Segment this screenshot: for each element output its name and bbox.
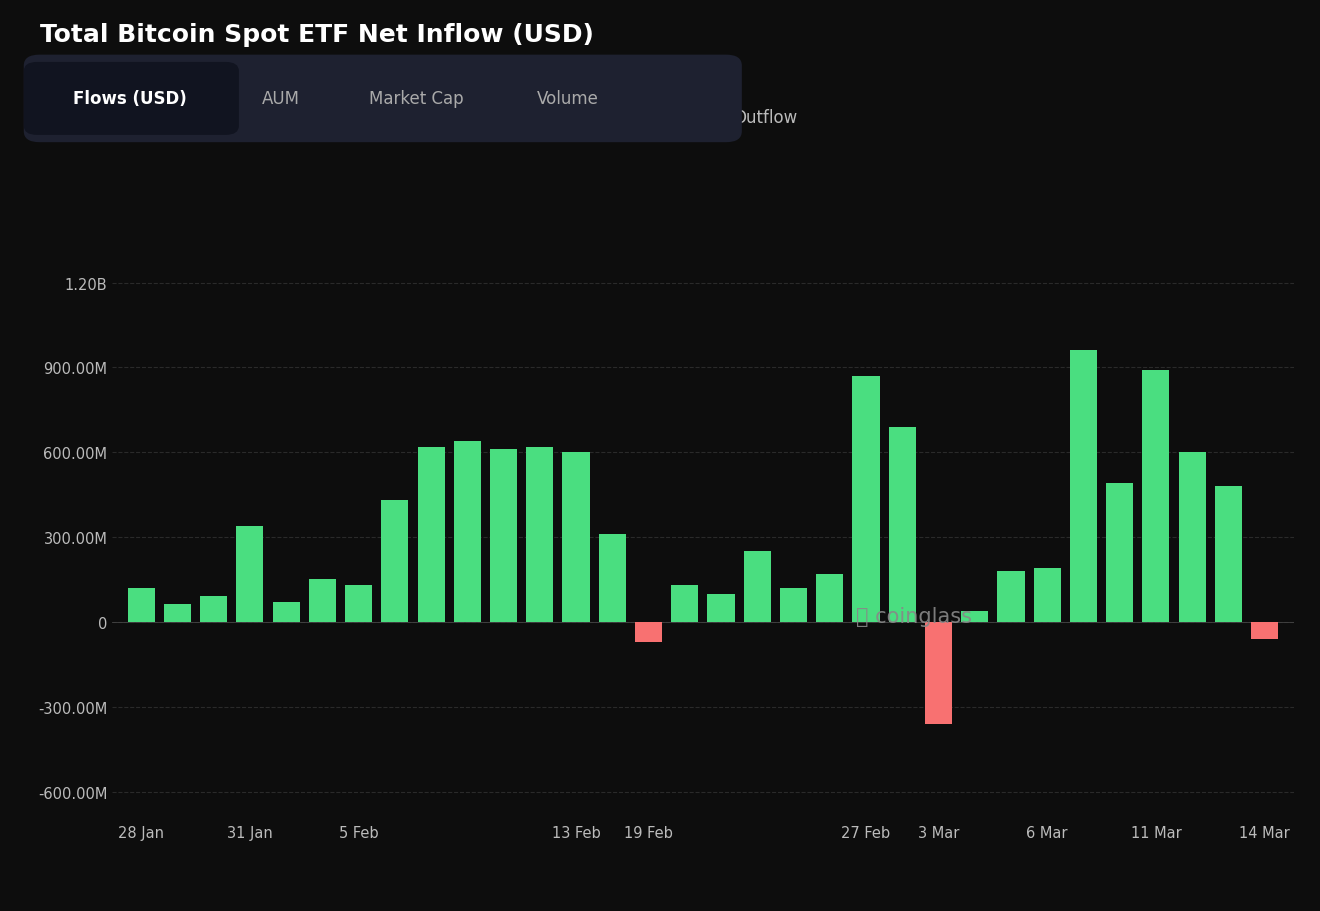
Text: Flows (USD): Flows (USD) xyxy=(73,90,187,108)
Text: Total Bitcoin Spot ETF Net Inflow (USD): Total Bitcoin Spot ETF Net Inflow (USD) xyxy=(40,23,594,46)
Bar xyxy=(236,527,264,622)
Bar xyxy=(888,427,916,622)
Bar xyxy=(527,447,553,622)
Bar xyxy=(780,589,807,622)
Bar xyxy=(925,622,952,724)
Bar xyxy=(635,622,663,642)
Bar xyxy=(1069,351,1097,622)
Bar xyxy=(1034,568,1061,622)
Bar xyxy=(1142,371,1170,622)
Text: AUM: AUM xyxy=(261,90,300,108)
Bar xyxy=(816,574,843,622)
Bar xyxy=(743,552,771,622)
Bar xyxy=(961,611,989,622)
Bar xyxy=(1179,453,1205,622)
Bar xyxy=(454,442,480,622)
Bar xyxy=(671,586,698,622)
Bar xyxy=(998,571,1024,622)
Text: Market Cap: Market Cap xyxy=(370,90,463,108)
Bar xyxy=(345,586,372,622)
Bar xyxy=(309,580,337,622)
Bar xyxy=(1251,622,1278,640)
Bar xyxy=(562,453,590,622)
Bar xyxy=(708,594,735,622)
Bar xyxy=(272,602,300,622)
Legend: Inflow, Outflow: Inflow, Outflow xyxy=(602,102,804,134)
Text: 🐸 coinglass: 🐸 coinglass xyxy=(857,607,973,627)
Bar xyxy=(1214,486,1242,622)
Bar xyxy=(381,501,408,622)
Bar xyxy=(128,589,154,622)
Text: Volume: Volume xyxy=(537,90,598,108)
Bar xyxy=(853,376,879,622)
Bar xyxy=(490,450,517,622)
Bar xyxy=(164,604,191,622)
Bar xyxy=(1106,484,1134,622)
Bar xyxy=(599,535,626,622)
Bar xyxy=(417,447,445,622)
Bar xyxy=(201,597,227,622)
